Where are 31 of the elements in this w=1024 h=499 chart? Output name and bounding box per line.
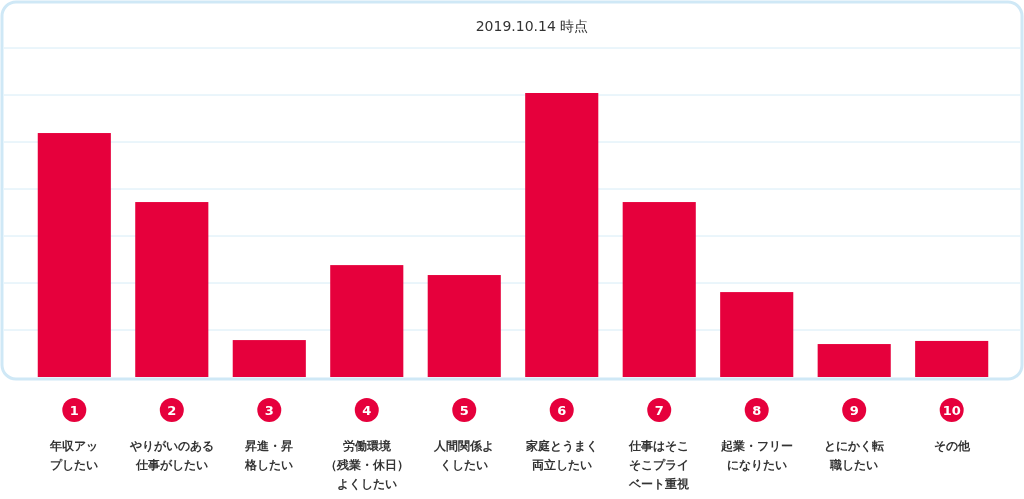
x-tick-label: 年収アップしたい — [49, 439, 99, 472]
bar — [427, 275, 501, 377]
number-badge: 9 — [842, 398, 867, 422]
bar — [720, 292, 794, 377]
x-tick-label: 家庭とうまく両立したい — [524, 439, 598, 472]
bar — [37, 133, 111, 377]
chart-subtitle: 2019.10.14 時点 — [475, 18, 589, 34]
bar — [232, 340, 306, 377]
x-tick-label: 労働環境（残業・休日）よくしたい — [324, 439, 409, 491]
x-tick-label: とにかく転職したい — [824, 439, 885, 472]
number-badge: 6 — [549, 398, 574, 422]
number-badge: 2 — [159, 398, 184, 422]
number-badge: 10 — [939, 398, 964, 422]
number-badge: 3 — [257, 398, 282, 422]
bar — [817, 344, 891, 377]
bar — [915, 340, 989, 377]
x-tick-label: やりがいのある仕事がしたい — [128, 439, 214, 472]
number-badge: 5 — [452, 398, 477, 422]
x-tick-label: 昇進・昇格したい — [244, 439, 294, 472]
x-tick-label: 起業・フリーになりたい — [719, 439, 793, 472]
bar — [525, 93, 599, 377]
number-badge: 1 — [62, 398, 87, 422]
bar — [622, 202, 696, 377]
bar — [135, 202, 209, 377]
bar — [330, 265, 404, 377]
number-badge: 4 — [354, 398, 379, 422]
x-tick-label: 人間関係よくしたい — [433, 439, 495, 472]
number-badge: 7 — [647, 398, 672, 422]
x-tick-label: その他 — [933, 439, 971, 453]
x-tick-label: 仕事はそこそこプライベート重視 — [628, 439, 691, 491]
number-badge: 8 — [744, 398, 769, 422]
